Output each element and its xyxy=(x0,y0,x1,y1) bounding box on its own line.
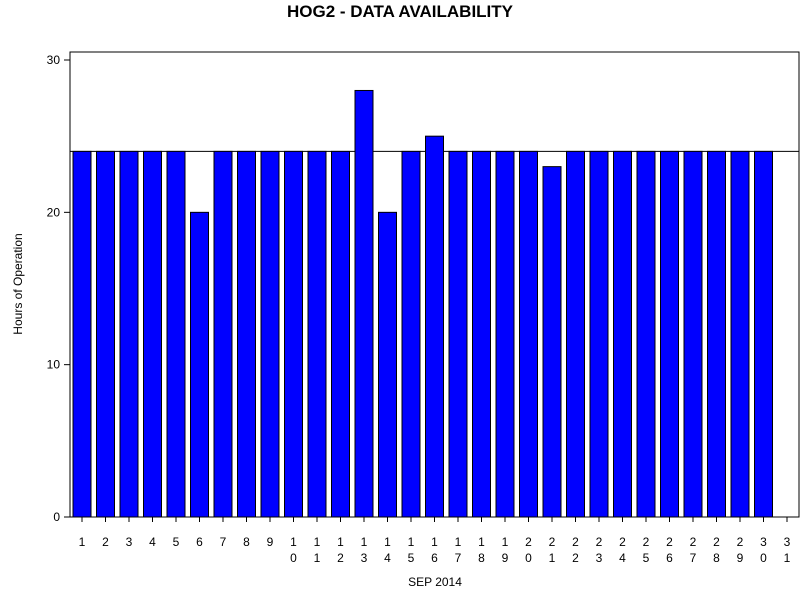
y-tick-label: 10 xyxy=(47,358,61,372)
bar-day-9 xyxy=(260,150,280,518)
bar-day-5 xyxy=(166,150,186,518)
bar-day-21 xyxy=(542,166,562,518)
x-tick-label-8: 8 xyxy=(243,535,250,549)
bar-day-15 xyxy=(401,150,421,518)
bar-day-13 xyxy=(354,89,374,518)
bar-day-24 xyxy=(613,150,632,518)
y-tick-label: 0 xyxy=(53,510,60,524)
bar-day-18 xyxy=(472,150,491,518)
bar-day-19 xyxy=(495,150,515,518)
bar-day-27 xyxy=(683,150,703,518)
bar-day-30 xyxy=(754,150,773,518)
x-tick-label-2: 2 xyxy=(102,535,109,549)
bar-day-14 xyxy=(378,211,397,518)
x-tick-label-3: 3 xyxy=(126,535,133,549)
bar-day-12 xyxy=(331,150,350,518)
x-axis-label: SEP 2014 xyxy=(408,575,462,589)
bar-day-28 xyxy=(707,150,726,518)
bar-day-8 xyxy=(237,150,256,518)
bar-day-23 xyxy=(589,150,609,518)
bar-day-7 xyxy=(213,150,233,518)
bar-day-25 xyxy=(636,150,656,518)
x-tick-label-4: 4 xyxy=(149,535,156,549)
bar-day-16 xyxy=(425,135,444,518)
y-tick-label: 20 xyxy=(47,205,61,219)
bar-day-6 xyxy=(190,211,209,518)
bar-day-22 xyxy=(566,150,585,518)
bar-day-26 xyxy=(660,150,679,518)
bar-day-17 xyxy=(448,150,468,518)
y-axis-label: Hours of Operation xyxy=(11,233,25,334)
bar-day-4 xyxy=(143,150,162,518)
bar-day-1 xyxy=(72,150,92,518)
x-tick-label-9: 9 xyxy=(267,535,274,549)
bar-day-10 xyxy=(284,150,303,518)
x-tick-label-7: 7 xyxy=(220,535,227,549)
bar-day-20 xyxy=(519,150,538,518)
x-tick-label-1: 1 xyxy=(79,535,86,549)
bar-day-2 xyxy=(96,150,115,518)
bar-day-3 xyxy=(119,150,139,518)
x-tick-label-5: 5 xyxy=(173,535,180,549)
x-tick-label-6: 6 xyxy=(196,535,203,549)
bar-day-11 xyxy=(307,150,327,518)
y-tick-label: 30 xyxy=(47,53,61,67)
bar-day-29 xyxy=(730,150,750,518)
chart-title: HOG2 - DATA AVAILABILITY xyxy=(287,2,514,21)
